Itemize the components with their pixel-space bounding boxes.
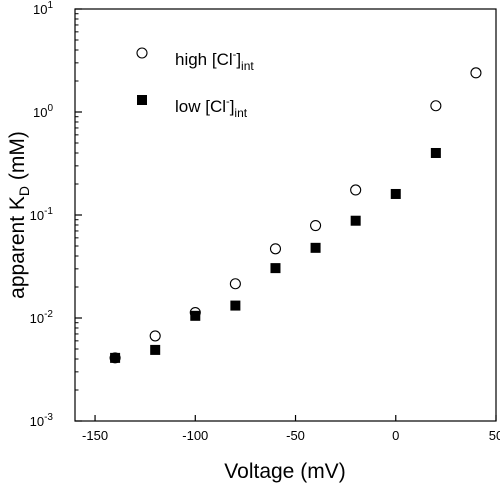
point-low-cl: [190, 310, 201, 321]
point-low-cl: [310, 242, 321, 253]
x-tick-label: -100: [182, 428, 208, 443]
point-low-cl: [230, 300, 241, 311]
data-points: [109, 67, 482, 364]
x-tick-label: -150: [82, 428, 108, 443]
point-high-cl: [310, 219, 322, 232]
point-high-cl: [229, 278, 241, 290]
y-tick-label: 100: [33, 103, 53, 120]
legend: high [Cl-]int low [Cl-]int: [136, 47, 254, 120]
point-high-cl: [470, 67, 482, 79]
y-axis-label-subscript: D: [16, 186, 32, 196]
y-axis-label: apparent KD (mM): [6, 131, 32, 299]
point-low-cl: [390, 188, 401, 199]
point-low-cl: [270, 263, 281, 274]
point-high-cl: [149, 330, 161, 342]
point-low-cl: [350, 215, 361, 226]
point-high-cl: [430, 100, 442, 112]
legend-label: high [Cl-]int: [175, 49, 254, 73]
point-high-cl: [350, 184, 362, 196]
x-tick-label: 50: [489, 428, 500, 443]
y-tick-label: 10-2: [30, 309, 54, 326]
point-low-cl: [110, 352, 121, 363]
point-low-cl: [430, 147, 441, 158]
point-low-cl: [150, 344, 161, 355]
legend-marker-low-cl: [137, 95, 147, 105]
x-tick-label: 0: [392, 428, 399, 443]
y-axis-ticks: 10-3 10-2 10-1 100 101: [30, 0, 82, 429]
x-axis-label: Voltage (mV): [224, 460, 345, 483]
plot-frame: [74, 8, 497, 422]
legend-label: low [Cl-]int: [175, 96, 248, 120]
legend-marker-high-cl: [136, 47, 148, 59]
y-tick-label: 101: [33, 0, 53, 17]
y-tick-label: 10-1: [30, 206, 54, 223]
x-tick-label: -50: [286, 428, 305, 443]
x-axis-ticks: -150 -100 -50 0 50: [82, 415, 500, 443]
y-tick-label: 10-3: [30, 412, 54, 429]
point-high-cl: [269, 243, 282, 255]
